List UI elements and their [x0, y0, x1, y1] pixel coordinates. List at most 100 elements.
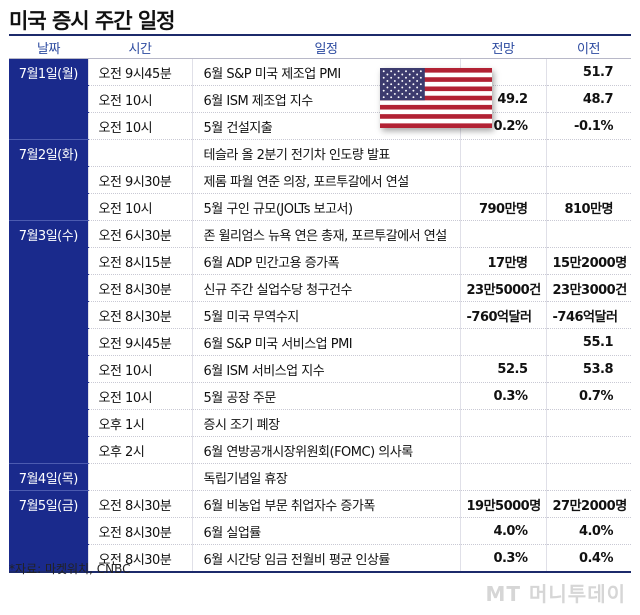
forecast-cell: 790만명 [459, 193, 546, 221]
previous-cell: 51.7 [545, 58, 631, 86]
date-cell [9, 355, 88, 383]
previous-cell: 0.4% [545, 544, 631, 573]
date-cell [9, 328, 88, 356]
table-row: 오전 10시 6월 ISM 서비스업 지수 52.5 53.8 [9, 355, 631, 383]
header-event: 일정 [192, 36, 460, 59]
time-cell: 오전 8시30분 [87, 301, 192, 329]
table-row: 오전 8시15분 6월 ADP 민간고용 증가폭 17만명 15만2000명 [9, 247, 631, 275]
table-row: 7월3일(수) 오전 6시30분 존 윌리엄스 뉴욕 연은 총재, 포르투갈에서 연… [9, 220, 631, 248]
time-cell: 오전 8시30분 [87, 517, 192, 545]
forecast-cell: 23만5000건 [459, 274, 546, 302]
table-row: 오전 8시30분 6월 시간당 임금 전월비 평균 인상률 0.3% 0.4% [9, 544, 631, 573]
previous-cell: 27만2000명 [545, 490, 631, 518]
previous-cell: 48.7 [545, 85, 631, 113]
time-cell: 오전 6시30분 [87, 220, 192, 248]
table-row: 오전 8시30분 6월 실업률 4.0% 4.0% [9, 517, 631, 545]
table-row: 오전 10시 6월 ISM 제조업 지수 49.2 48.7 [9, 85, 631, 113]
table-row: 오전 10시 5월 구인 규모(JOLTs 보고서) 790만명 810만명 [9, 193, 631, 221]
forecast-cell: 19만5000명 [459, 490, 546, 518]
time-cell: 오전 8시30분 [87, 544, 192, 573]
page-title: 미국 증시 주간 일정 [9, 9, 175, 33]
date-cell [9, 517, 88, 545]
watermark-logo: MT 머니투데이 [485, 582, 626, 606]
table-row: 오후 2시 6월 연방공개시장위원회(FOMC) 의사록 [9, 436, 631, 464]
event-cell: 6월 실업률 [191, 517, 460, 545]
date-cell [9, 112, 88, 140]
event-cell: 5월 구인 규모(JOLTs 보고서) [191, 193, 460, 221]
time-cell: 오전 10시 [87, 382, 192, 410]
date-cell: 7월3일(수) [9, 220, 88, 248]
date-cell [9, 382, 88, 410]
forecast-cell: 52.5 [459, 355, 546, 383]
forecast-cell: -760억달러 [459, 301, 546, 329]
time-cell [87, 139, 192, 167]
table-row: 7월2일(화) 테슬라 올 2분기 전기차 인도량 발표 [9, 139, 631, 167]
event-cell: 6월 S&P 미국 서비스업 PMI [191, 328, 460, 356]
table-row: 오전 9시30분 제롬 파월 연준 의장, 포르투갈에서 연설 [9, 166, 631, 194]
previous-cell: 4.0% [545, 517, 631, 545]
previous-cell: 0.7% [545, 382, 631, 410]
header-forecast: 전망 [460, 36, 546, 59]
time-cell: 오전 8시30분 [87, 490, 192, 518]
date-cell [9, 85, 88, 113]
time-cell: 오전 10시 [87, 85, 192, 113]
forecast-cell [459, 463, 546, 491]
table-row: 7월4일(목) 독립기념일 휴장 [9, 463, 631, 491]
previous-cell [545, 463, 631, 491]
table-header-row: 날짜 시간 일정 전망 이전 [9, 36, 631, 59]
header-time: 시간 [88, 36, 192, 59]
time-cell: 오전 10시 [87, 355, 192, 383]
title-rule [9, 34, 631, 36]
previous-cell [545, 409, 631, 437]
previous-cell [545, 166, 631, 194]
previous-cell: 53.8 [545, 355, 631, 383]
forecast-cell: 0.3% [459, 382, 546, 410]
forecast-cell: 4.0% [459, 517, 546, 545]
forecast-cell [459, 166, 546, 194]
time-cell: 오후 1시 [87, 409, 192, 437]
event-cell: 신규 주간 실업수당 청구건수 [191, 274, 460, 302]
event-cell: 6월 시간당 임금 전월비 평균 인상률 [191, 544, 460, 573]
header-date: 날짜 [9, 36, 88, 59]
event-cell: 5월 공장 주문 [191, 382, 460, 410]
table-row: 오전 9시45분 6월 S&P 미국 서비스업 PMI 55.1 [9, 328, 631, 356]
previous-cell: 23만3000건 [545, 274, 631, 302]
event-cell: 6월 ADP 민간고용 증가폭 [191, 247, 460, 275]
event-cell: 테슬라 올 2분기 전기차 인도량 발표 [191, 139, 460, 167]
previous-cell [545, 220, 631, 248]
forecast-cell [459, 328, 546, 356]
source-note: *자료: 마켓워치, CNBC [9, 562, 131, 576]
table-row: 7월5일(금) 오전 8시30분 6월 비농업 부문 취업자수 증가폭 19만5000… [9, 490, 631, 518]
previous-cell: -746억달러 [545, 301, 631, 329]
time-cell: 오후 2시 [87, 436, 192, 464]
table-row: 오전 8시30분 신규 주간 실업수당 청구건수 23만5000건 23만3000건 [9, 274, 631, 302]
us-flag-icon [380, 68, 492, 128]
time-cell: 오전 8시15분 [87, 247, 192, 275]
event-cell: 증시 조기 폐장 [191, 409, 460, 437]
forecast-cell [459, 436, 546, 464]
date-cell: 7월1일(월) [9, 58, 88, 86]
time-cell [87, 463, 192, 491]
time-cell: 오전 9시45분 [87, 58, 192, 86]
time-cell: 오전 10시 [87, 112, 192, 140]
date-cell [9, 301, 88, 329]
event-cell: 6월 ISM 서비스업 지수 [191, 355, 460, 383]
date-cell [9, 544, 88, 573]
previous-cell [545, 436, 631, 464]
table-row: 7월1일(월) 오전 9시45분 6월 S&P 미국 제조업 PMI 51.7 [9, 58, 631, 86]
previous-cell: 55.1 [545, 328, 631, 356]
previous-cell: -0.1% [545, 112, 631, 140]
previous-cell [545, 139, 631, 167]
date-cell [9, 247, 88, 275]
time-cell: 오전 9시30분 [87, 166, 192, 194]
header-previous: 이전 [546, 36, 631, 59]
table-row: 오후 1시 증시 조기 폐장 [9, 409, 631, 437]
schedule-table: 날짜 시간 일정 전망 이전 7월1일(월) 오전 9시45분 6월 S&P 미국 … [9, 36, 631, 573]
event-cell: 5월 미국 무역수지 [191, 301, 460, 329]
previous-cell: 810만명 [545, 193, 631, 221]
date-cell [9, 193, 88, 221]
event-cell: 독립기념일 휴장 [191, 463, 460, 491]
table-row: 오전 10시 5월 공장 주문 0.3% 0.7% [9, 382, 631, 410]
date-cell [9, 274, 88, 302]
date-cell [9, 166, 88, 194]
